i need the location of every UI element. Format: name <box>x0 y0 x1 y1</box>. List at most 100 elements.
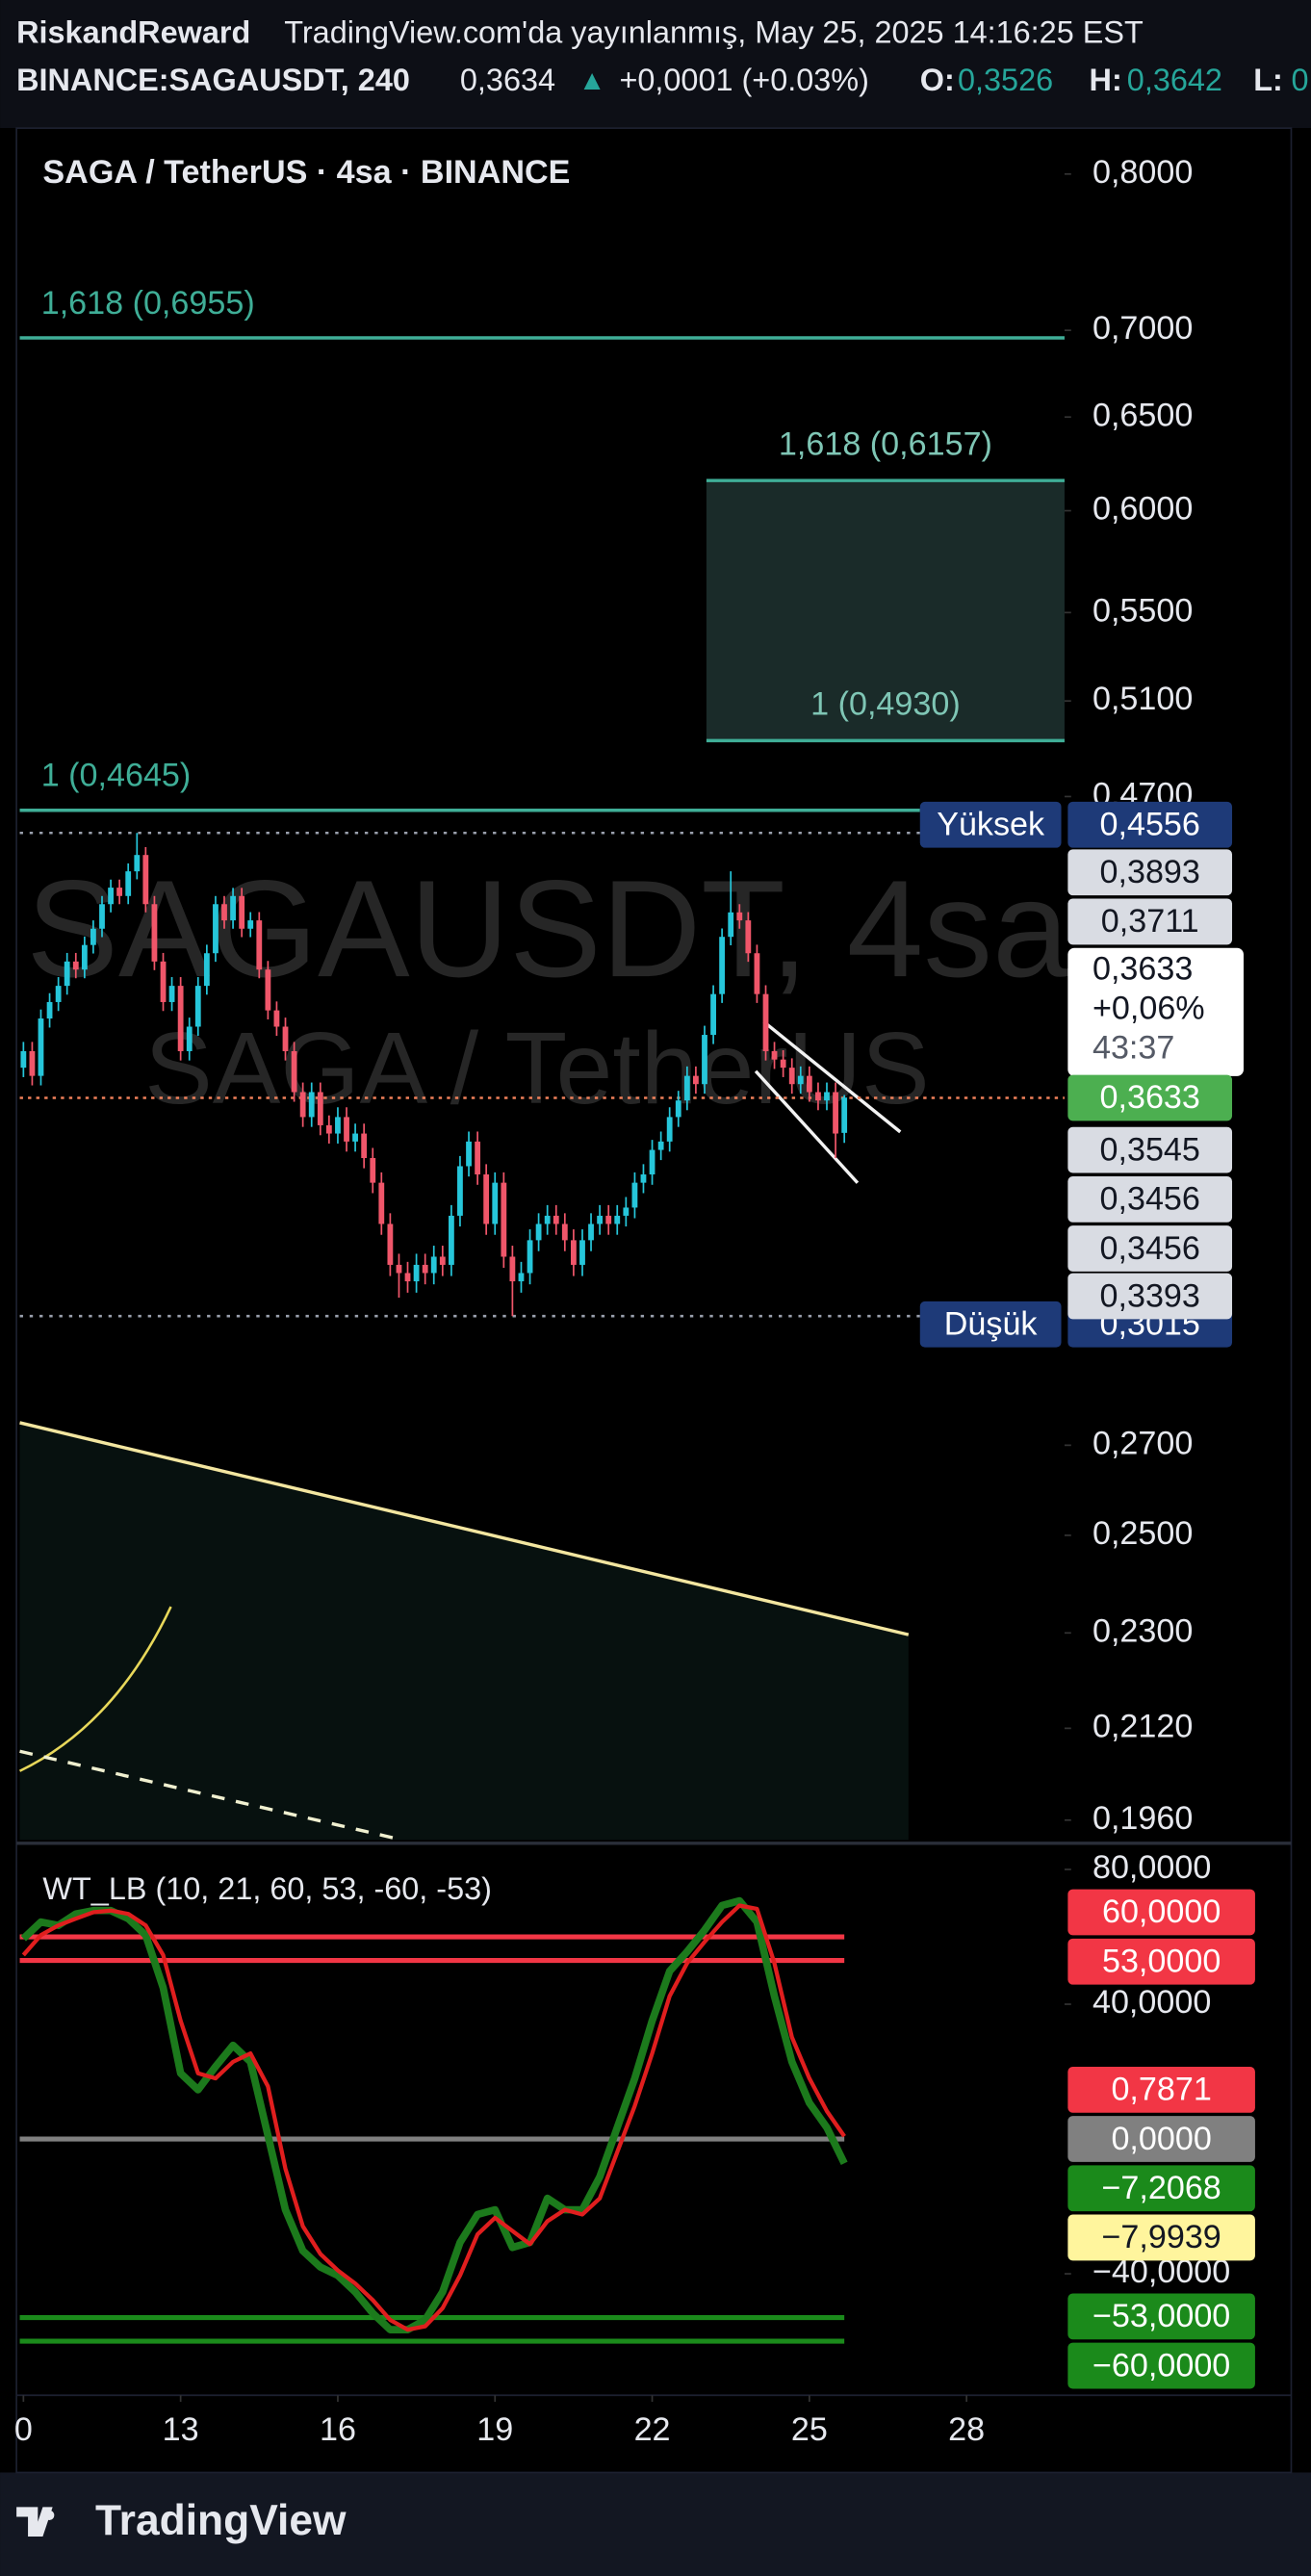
candle-body <box>46 1001 53 1019</box>
value-badge: −7,2068 <box>1101 2170 1221 2206</box>
candle-body <box>387 1224 394 1265</box>
y-tick-label: 0,2700 <box>1092 1425 1193 1461</box>
candle-body <box>203 953 210 987</box>
y-tick-label: 0,2500 <box>1092 1515 1193 1552</box>
candle-body <box>475 1141 481 1175</box>
candle-body <box>361 1133 368 1158</box>
candle-body <box>256 920 263 970</box>
candle-body <box>55 986 62 1002</box>
watermark: SAGA / TetherUS <box>144 1012 929 1125</box>
trend-line <box>19 1421 910 1636</box>
last-price-badge: 0,3633 <box>1100 1079 1200 1116</box>
value-badge: −7,9939 <box>1101 2219 1221 2255</box>
candle-body <box>561 1224 568 1241</box>
candle-body <box>466 1141 472 1167</box>
candle-body <box>553 1215 559 1224</box>
candle-body <box>614 1215 621 1224</box>
y-tick-label: 0,6500 <box>1092 397 1193 433</box>
candle-body <box>649 1149 656 1175</box>
candle-body <box>378 1182 385 1224</box>
fib-label: 1,618 (0,6955) <box>41 285 255 322</box>
candle-body <box>683 1075 690 1101</box>
candle-body <box>404 1273 411 1282</box>
change: +0,0001 (+0.03%) <box>619 63 868 97</box>
candle-body <box>134 855 141 872</box>
level-badge: 0,0000 <box>1111 2121 1211 2157</box>
candle-body <box>90 928 96 945</box>
candle-body <box>806 1075 812 1093</box>
countdown-change: +0,06% <box>1092 991 1205 1027</box>
x-tick-label: 16 <box>320 2411 356 2448</box>
x-tick-label: 28 <box>948 2411 985 2448</box>
x-tick-label: 19 <box>476 2411 513 2448</box>
candle-body <box>308 1092 315 1118</box>
candle-body <box>239 895 245 929</box>
value-badge-bg <box>1067 2165 1255 2212</box>
candle-body <box>631 1182 638 1208</box>
y-tick-label: 0,5500 <box>1092 592 1193 629</box>
candle-body <box>544 1215 551 1224</box>
candle-body <box>841 1097 848 1133</box>
candle-body <box>702 1035 707 1085</box>
x-tick-label: 25 <box>791 2411 828 2448</box>
candle-body <box>430 1256 437 1274</box>
candle-body <box>579 1240 585 1265</box>
candle-body <box>299 1092 306 1118</box>
high-label: H: <box>1090 63 1122 97</box>
candle-body <box>422 1264 428 1274</box>
candle-body <box>754 953 760 994</box>
countdown-box <box>1067 947 1244 1076</box>
y-tick-label: 80,0000 <box>1092 1849 1211 1886</box>
last-price-badge-bg <box>1067 1074 1233 1121</box>
candle-body <box>325 1124 332 1134</box>
x-tick-label: 0 <box>14 2411 33 2448</box>
fib-label: 1 (0,4645) <box>41 758 192 794</box>
candle-body <box>273 1010 280 1027</box>
channel-line <box>762 1020 902 1134</box>
low-value: 0 <box>1291 63 1308 97</box>
candle-body <box>396 1264 402 1274</box>
countdown-time: 43:37 <box>1092 1030 1174 1067</box>
candle-body <box>780 1059 786 1069</box>
open-value: 0,3526 <box>958 63 1053 97</box>
candle-body <box>282 1026 289 1051</box>
level-badge: 60,0000 <box>1102 1893 1221 1930</box>
candle-body <box>605 1215 612 1224</box>
channel-line <box>754 1069 860 1184</box>
extreme-value: 0,4556 <box>1100 806 1200 842</box>
candle-body <box>370 1157 376 1183</box>
y-tick-label: 0,2120 <box>1092 1708 1193 1744</box>
candle-body <box>116 888 123 896</box>
extreme-name: Yüksek <box>937 806 1045 842</box>
level-badge-bg <box>1067 2342 1255 2389</box>
watermark: SAGAUSDT, 4sa <box>26 852 1069 1006</box>
extreme-name: Düşük <box>944 1305 1039 1342</box>
candle-body <box>186 1026 193 1051</box>
candle-body <box>736 912 743 921</box>
y-tick-label: 0,8000 <box>1092 154 1193 191</box>
candle-body <box>483 1174 490 1224</box>
candle-body <box>571 1240 577 1265</box>
candle-body <box>527 1240 533 1274</box>
logo-mark <box>16 2507 53 2537</box>
x-tick-label: 13 <box>163 2411 199 2448</box>
candle-body <box>457 1166 463 1216</box>
value-badge-bg <box>1067 2214 1255 2261</box>
candle-body <box>745 920 752 954</box>
candle-body <box>291 1050 297 1093</box>
logo-dot <box>44 2510 55 2520</box>
level-badge-bg <box>1067 2116 1255 2162</box>
value-badge-bg <box>1067 2066 1255 2113</box>
extreme-name-bg <box>919 801 1062 848</box>
price-label: 0,3893 <box>1100 854 1200 890</box>
candle-body <box>728 912 734 938</box>
candle-body <box>81 944 88 970</box>
price-label: 0,3456 <box>1100 1230 1200 1267</box>
candle-body <box>177 986 184 1051</box>
candle-body <box>501 1182 507 1257</box>
candle-body <box>125 871 132 896</box>
candle-body <box>762 993 769 1051</box>
y-tick-label: 0,7000 <box>1092 310 1193 347</box>
candle-body <box>640 1174 647 1183</box>
candle-body <box>788 1068 795 1085</box>
